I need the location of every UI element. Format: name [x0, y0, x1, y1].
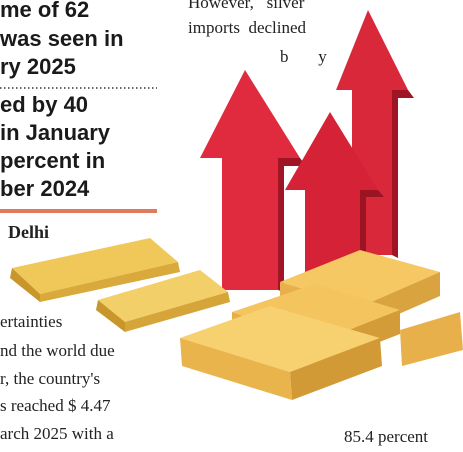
- right-bottom-text: 85.4 percent: [344, 427, 429, 446]
- subheadline-line: in January: [0, 120, 111, 145]
- headline-line: ry 2025: [0, 54, 76, 79]
- body-line: arch 2025 with a: [0, 424, 114, 443]
- headline-line: was seen in: [0, 26, 124, 51]
- right-column-line: b y: [280, 47, 327, 66]
- right-column-line: However, silver: [188, 0, 305, 12]
- subheadline-line: ed by 40: [0, 92, 89, 117]
- body-line: nd the world due: [0, 341, 115, 360]
- red-arrows: [200, 10, 414, 292]
- body-line: s reached $ 4.47: [0, 396, 111, 415]
- orange-rule: [0, 209, 157, 213]
- body-line: ertainties: [0, 312, 63, 331]
- subheadline-line: ber 2024: [0, 176, 90, 201]
- body-line: r, the country's: [0, 369, 101, 388]
- dateline: Delhi: [8, 222, 50, 242]
- headline-line: me of 62: [0, 0, 90, 22]
- right-column-line: imports declined: [188, 18, 307, 37]
- gold-bars: [10, 238, 463, 400]
- subheadline-line: percent in: [0, 148, 106, 173]
